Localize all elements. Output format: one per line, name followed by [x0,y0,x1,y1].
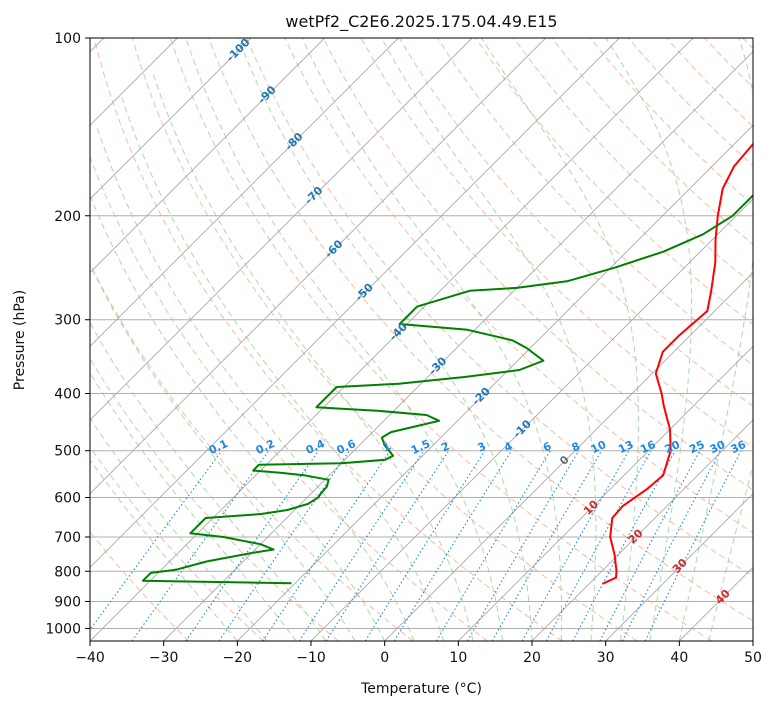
y-tick-label: 600 [54,490,81,506]
moist-adiabat-line [90,372,297,641]
mixing-ratio-line [644,450,742,641]
moist-adiabat-line [605,38,693,641]
moist-adiabat-line [480,38,639,641]
isotherm-line [90,38,325,274]
dry-adiabat-line [90,357,339,641]
moist-adiabat-line [90,263,356,641]
dry-adiabat-line [284,38,753,534]
dry-adiabat-line [131,38,638,641]
isotherm-line [310,198,753,641]
dry-adiabat-line [169,38,712,641]
plot-area: -100-90-80-70-60-50-40-30-20-10010203040… [90,38,753,641]
sounding-traces [141,142,753,585]
x-axis-ticks: −40 −30 −20 −10 0 10 20 30 40 50 [75,641,762,666]
dry-adiabats [90,38,753,641]
isotherm-line [237,124,753,641]
dewpoint-trace [141,193,753,585]
plot-frame [89,37,754,642]
dry-adiabat-line [208,38,753,622]
y-tick-label: 400 [54,387,81,403]
mixing-ratio-line [521,450,630,641]
mixing-ratio-lines [90,450,742,641]
isotherm-line [90,38,620,568]
mixing-ratio-line [545,450,652,641]
mixing-ratio-label: 36 [729,438,749,456]
moist-adiabat-line [90,194,386,641]
dry-adiabat-line [93,38,563,641]
y-axis-ticks: 100 200 300 400 500 600 700 800 900 1000 [45,31,90,637]
x-tick-label: −40 [75,650,105,666]
moist-adiabats [90,38,753,641]
x-tick-label: −10 [296,650,326,666]
isotherm-line [90,38,399,347]
pressure-gridlines [90,38,753,629]
mixing-ratio-line [393,450,512,641]
isotherm-line [90,38,252,200]
mixing-ratio-line [621,450,721,641]
y-tick-label: 100 [54,31,81,47]
isotherm-line [605,493,753,641]
chart-title: wetPf2_C2E6.2025.175.04.49.E15 [285,12,557,32]
moist-adiabat-line [152,73,474,641]
y-tick-label: 500 [54,444,81,460]
isotherm-line [163,51,753,641]
moist-adiabat-line [120,95,445,641]
moist-adiabat-line [678,38,753,641]
y-tick-label: 900 [54,594,81,610]
isotherm-line [384,272,753,641]
y-tick-label: 700 [54,530,81,546]
mixing-ratio-line [491,450,602,641]
x-tick-label: 10 [449,650,467,666]
dry-adiabat-line [475,38,753,325]
isotherm-line [90,38,473,421]
x-tick-label: 0 [380,650,389,666]
x-axis-label: Temperature (°C) [360,681,482,697]
moist-adiabat-line [185,38,503,641]
x-tick-label: 20 [523,650,541,666]
mixing-ratio-line [364,450,486,641]
x-tick-label: 50 [744,650,762,666]
moist-adiabat-line [90,321,327,641]
mixing-ratio-line [185,450,320,641]
dry-adiabat-line [513,38,753,285]
isotherm-line [531,419,753,641]
moist-adiabat-line [301,38,563,641]
y-tick-label: 800 [54,564,81,580]
isotherm-line [90,38,694,641]
moist-adiabat-line [381,38,597,641]
x-tick-label: 30 [597,650,615,666]
mixing-ratio-line [262,450,391,641]
x-tick-label: −20 [223,650,253,666]
isotherm-line [90,38,546,495]
y-tick-label: 300 [54,313,81,329]
moist-adiabat-line [708,463,753,641]
mixing-ratio-line [90,450,223,631]
mixing-ratio-label: 30 [708,438,728,456]
x-tick-label: −30 [149,650,179,666]
x-tick-label: 40 [670,650,688,666]
mixing-ratio-line [218,450,350,641]
y-tick-label: 1000 [45,621,81,637]
y-tick-label: 200 [54,209,81,225]
isotherms [90,38,753,641]
moist-adiabat-line [90,417,268,641]
isotherm-line [458,345,753,641]
mixing-ratio-line [131,450,270,641]
mixing-ratio-label: 10 [589,438,609,456]
mixing-ratio-line [298,450,425,641]
y-axis-label: Pressure (hPa) [12,290,28,390]
moist-adiabat-line [95,124,415,641]
dry-adiabat-line [90,446,264,641]
mixing-ratio-label: 16 [638,438,658,456]
dry-adiabat-line [90,262,414,641]
dry-adiabat-line [322,38,753,491]
mixing-ratio-label: 25 [687,438,706,456]
temperature-trace [602,142,753,585]
dry-adiabat-line [246,38,753,578]
mixing-ratio-label: 13 [616,438,635,456]
mixing-ratio-line [325,450,450,641]
moist-adiabat-line [237,38,533,641]
mixing-ratio-label: 20 [663,438,683,456]
